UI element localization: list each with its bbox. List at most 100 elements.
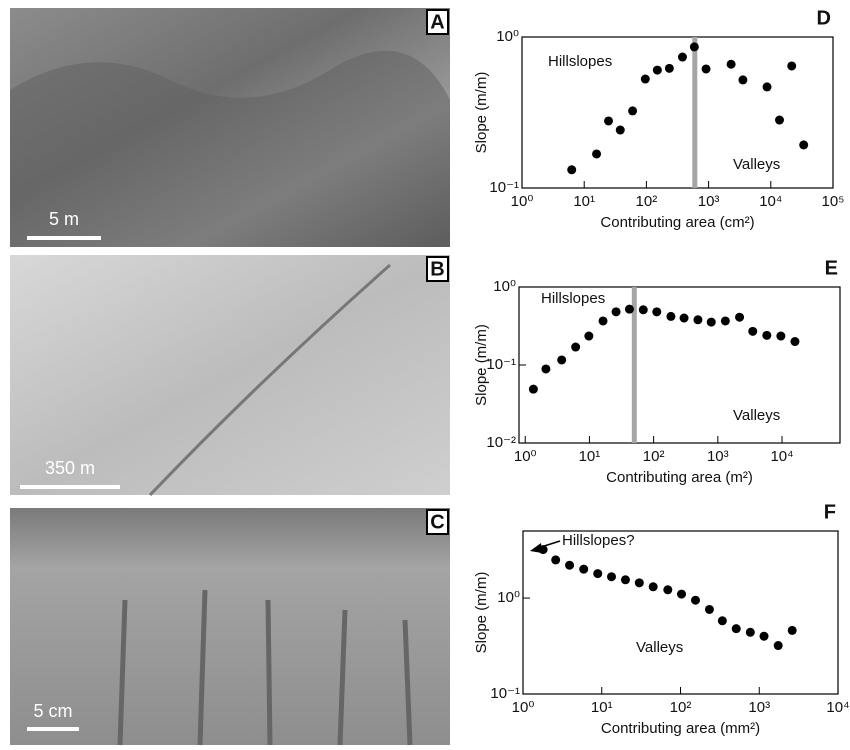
photo-a: A 5 m	[10, 8, 450, 247]
x-tick-label: 10²	[670, 699, 692, 716]
data-point	[541, 364, 550, 373]
data-point	[799, 140, 808, 149]
data-point	[705, 605, 714, 614]
y-axis-label: Slope (m/m)	[473, 324, 490, 406]
data-point	[529, 385, 538, 394]
data-point	[721, 316, 730, 325]
data-point	[762, 331, 771, 340]
data-point	[790, 337, 799, 346]
data-point	[665, 64, 674, 73]
data-point	[639, 305, 648, 314]
data-point	[616, 126, 625, 135]
data-point	[565, 561, 574, 570]
data-point	[599, 316, 608, 325]
y-tick-label: 10⁻¹	[490, 685, 520, 702]
scale-label: 5 m	[49, 209, 79, 229]
y-tick-label: 10⁰	[497, 589, 520, 606]
data-point	[677, 590, 686, 599]
data-point	[628, 106, 637, 115]
panel-letter: C	[430, 511, 444, 533]
panel-letter: F	[824, 501, 836, 523]
data-point	[612, 307, 621, 316]
data-point	[787, 61, 796, 70]
x-axis-label: Contributing area (m²)	[606, 469, 753, 486]
data-point	[746, 628, 755, 637]
x-axis-label: Contributing area (mm²)	[601, 720, 760, 737]
scale-label: 5 cm	[33, 701, 72, 721]
annotation: Valleys	[733, 407, 780, 424]
data-point	[567, 165, 576, 174]
panel-letter: E	[825, 257, 838, 279]
data-point	[607, 572, 616, 581]
panel-letter: B	[430, 258, 444, 280]
data-point	[551, 555, 560, 564]
y-tick-label: 10⁻¹	[489, 179, 519, 196]
data-point	[760, 632, 769, 641]
x-tick-label: 10²	[643, 448, 665, 465]
data-point	[690, 42, 699, 51]
annotation: Valleys	[636, 639, 683, 656]
figure: A 5 m B 350 m C 5 cm D 10⁰ 10¹ 10² 10³ 10⁴ 10⁵…	[0, 0, 850, 750]
data-point	[666, 312, 675, 321]
x-axis-label: Contributing area (cm²)	[600, 214, 754, 231]
data-point	[774, 641, 783, 650]
data-point	[641, 75, 650, 84]
data-point	[571, 343, 580, 352]
photo	[10, 508, 450, 745]
plot-frame	[523, 531, 838, 694]
page: A 5 m B 350 m C 5 cm D 10⁰ 10¹ 10² 10³ 10⁴ 10⁵…	[0, 0, 850, 750]
x-tick-label: 10¹	[579, 448, 601, 465]
annotation: Hillslopes	[541, 290, 605, 307]
data-point	[707, 318, 716, 327]
data-point	[584, 332, 593, 341]
data-point	[680, 314, 689, 323]
x-tick-label: 10⁰	[514, 448, 537, 465]
x-tick-label: 10¹	[573, 193, 595, 210]
y-tick-label: 10⁰	[496, 28, 519, 45]
data-point	[653, 66, 662, 75]
photo-c: C 5 cm	[10, 508, 450, 745]
y-axis-label: Slope (m/m)	[473, 72, 490, 154]
data-point	[775, 116, 784, 125]
data-point	[579, 565, 588, 574]
data-point	[738, 75, 747, 84]
data-point	[727, 60, 736, 69]
y-tick-label: 10⁻²	[486, 434, 516, 451]
data-point	[693, 315, 702, 324]
y-tick-label: 10⁰	[493, 278, 516, 295]
plot-frame	[519, 287, 840, 443]
data-point	[539, 545, 548, 554]
annotation: Hillslopes?	[562, 532, 635, 549]
data-point	[625, 305, 634, 314]
data-point	[678, 53, 687, 62]
chart-panel: E10⁰10¹10²10³10⁴10⁻²10⁻¹10⁰Contributing …	[473, 257, 840, 486]
data-point	[788, 626, 797, 635]
data-point	[649, 582, 658, 591]
data-point	[776, 332, 785, 341]
x-tick-label: 10⁴	[759, 193, 782, 210]
x-tick-label: 10³	[698, 193, 720, 210]
data-point	[592, 149, 601, 158]
photo-b: B 350 m	[10, 255, 450, 495]
x-tick-label: 10¹	[591, 699, 613, 716]
data-point	[735, 313, 744, 322]
data-point	[702, 64, 711, 73]
x-tick-label: 10⁵	[822, 193, 845, 210]
data-point	[718, 616, 727, 625]
data-point	[732, 624, 741, 633]
data-point	[663, 585, 672, 594]
data-point	[652, 307, 661, 316]
panel-letter: D	[817, 7, 831, 29]
x-tick-label: 10⁴	[826, 699, 849, 716]
y-axis-label: Slope (m/m)	[473, 572, 490, 654]
x-tick-label: 10²	[636, 193, 658, 210]
data-point	[635, 578, 644, 587]
data-point	[748, 327, 757, 336]
annotation: Valleys	[733, 156, 780, 173]
data-point	[557, 355, 566, 364]
data-point	[763, 82, 772, 91]
annotation: Hillslopes	[548, 53, 612, 70]
x-tick-label: 10³	[748, 699, 770, 716]
